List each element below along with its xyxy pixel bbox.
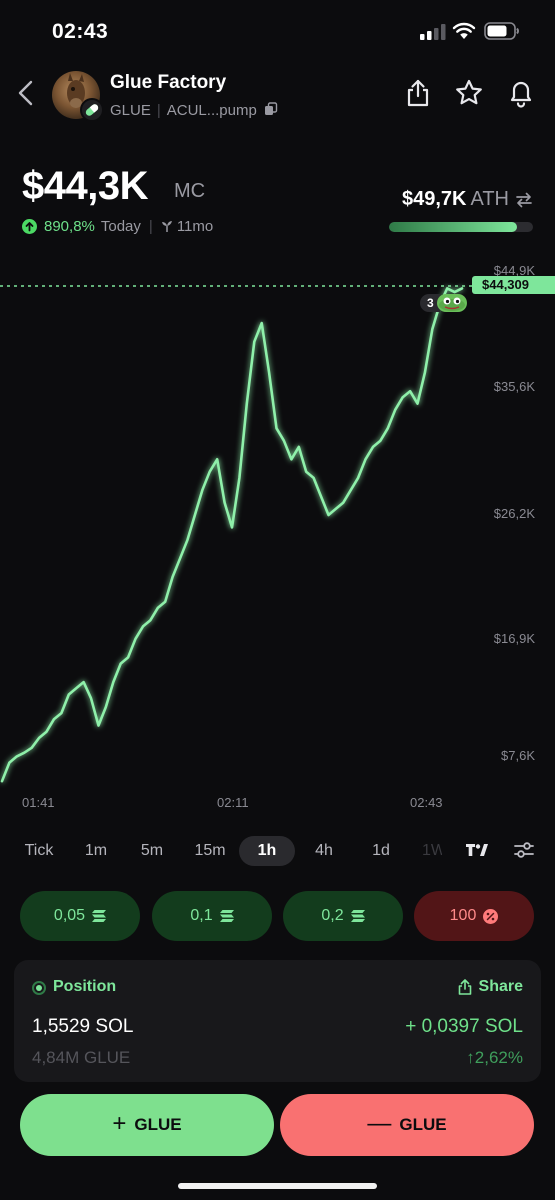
- x-tick-label: 02:11: [217, 795, 249, 810]
- star-icon[interactable]: [454, 78, 484, 108]
- timeframe-4h[interactable]: 4h: [315, 842, 333, 859]
- sell-label: GLUE: [399, 1115, 447, 1134]
- contract-address[interactable]: ACUL...pump: [166, 102, 257, 119]
- x-tick-label: 02:43: [410, 795, 443, 810]
- ath-value: $49,7K: [401, 188, 467, 210]
- coin-age: 11mo: [176, 218, 214, 235]
- change-percent: 890,8%: [44, 218, 95, 235]
- ath-label: ATH: [470, 188, 509, 210]
- sell-button[interactable]: — GLUE: [280, 1094, 534, 1156]
- x-tick-label: 01:41: [22, 795, 55, 810]
- trade-marker-count: 3: [420, 294, 440, 312]
- back-chevron-icon[interactable]: [14, 78, 38, 108]
- position-sol-amount: 1,5529 SOL: [32, 1016, 134, 1037]
- quick-sell-percent: 100: [449, 907, 477, 924]
- buy-label: GLUE: [134, 1115, 182, 1134]
- share-icon: [458, 979, 471, 995]
- plus-icon: +: [112, 1110, 127, 1137]
- status-bar: 02:43: [0, 0, 555, 60]
- horse-avatar-icon: [67, 73, 85, 108]
- price-chart[interactable]: [0, 255, 555, 815]
- ath-row[interactable]: $49,7K ATH: [402, 188, 533, 211]
- y-tick-label: $16,9K: [493, 631, 535, 646]
- position-share-button[interactable]: Share: [458, 978, 523, 996]
- position-pnl-percent: ↑2,62%: [466, 1048, 523, 1067]
- position-status-dot: [32, 981, 46, 995]
- y-tick-label: $35,6K: [493, 379, 535, 394]
- position-pnl-sol: + 0,0397 SOL: [405, 1016, 523, 1037]
- solana-icon: [350, 910, 365, 922]
- quick-buy-0-05-button[interactable]: 0,05: [20, 891, 140, 941]
- y-tick-label: $44,9K: [493, 263, 535, 278]
- quick-sell-100-button[interactable]: 100: [414, 891, 534, 941]
- arrow-up-circle-icon: [22, 219, 37, 234]
- bell-icon[interactable]: [506, 78, 536, 108]
- home-indicator: [178, 1183, 377, 1189]
- y-tick-label: $7,6K: [501, 748, 535, 763]
- trade-marker[interactable]: 3: [420, 294, 467, 312]
- quick-buy-0-2-button[interactable]: 0,2: [283, 891, 403, 941]
- timeframe-1m[interactable]: 1m: [84, 842, 108, 859]
- current-price-tag: $44,309: [472, 276, 555, 294]
- tradingview-icon[interactable]: [466, 842, 488, 858]
- frog-avatar-icon: [436, 294, 467, 312]
- position-token-amount: 4,84M GLUE: [32, 1048, 131, 1067]
- ath-progress-bar: [389, 222, 533, 232]
- market-cap-value: $44,3K: [22, 164, 148, 208]
- swap-arrows-icon[interactable]: [515, 192, 533, 208]
- status-time: 02:43: [52, 20, 109, 43]
- coin-name: Glue Factory: [110, 72, 227, 93]
- wifi-icon: [452, 22, 476, 39]
- battery-icon: [484, 22, 519, 40]
- copy-icon[interactable]: [264, 102, 278, 116]
- quick-buy-amount: 0,1: [190, 907, 213, 924]
- timeframe-1d[interactable]: 1d: [372, 842, 390, 859]
- percent-circle-icon: [483, 908, 499, 924]
- cellular-signal-icon: [420, 24, 446, 40]
- timeframe-tick[interactable]: Tick: [24, 842, 54, 859]
- change-period: Today: [100, 218, 141, 235]
- buy-button[interactable]: + GLUE: [20, 1094, 274, 1156]
- share-icon[interactable]: [403, 78, 433, 108]
- timeframe-5m[interactable]: 5m: [140, 842, 164, 859]
- coin-ticker: GLUE: [110, 102, 151, 119]
- minus-icon: —: [367, 1110, 392, 1137]
- position-title: Position: [53, 978, 117, 995]
- position-card: Position Share 1,5529 SOL + 0,0397 SOL 4…: [14, 960, 541, 1082]
- coin-subtitle: GLUE | ACUL...pump: [110, 102, 278, 119]
- quick-buy-amount: 0,05: [53, 907, 86, 924]
- price-series-line: [0, 287, 464, 783]
- settings-sliders-icon[interactable]: [513, 839, 535, 861]
- quick-buy-amount: 0,2: [321, 907, 344, 924]
- y-tick-label: $26,2K: [493, 506, 535, 521]
- timeframe-1w[interactable]: 1W: [422, 842, 442, 859]
- timeframe-1h[interactable]: 1h: [239, 836, 295, 866]
- solana-icon: [219, 910, 234, 922]
- timeframe-15m[interactable]: 15m: [194, 842, 226, 859]
- change-row: 890,8% Today | 11mo: [22, 218, 213, 235]
- pill-badge-icon: [80, 98, 104, 122]
- position-share-label: Share: [478, 978, 523, 995]
- market-cap-label: MC: [174, 180, 206, 202]
- sprout-icon: [161, 221, 172, 232]
- quick-buy-0-1-button[interactable]: 0,1: [152, 891, 272, 941]
- solana-icon: [92, 910, 107, 922]
- ath-progress-fill: [389, 222, 518, 232]
